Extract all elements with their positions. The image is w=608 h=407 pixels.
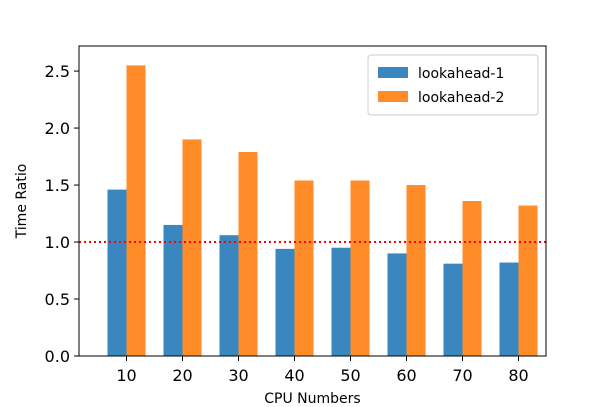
bar-lookahead-2-30 [238,151,258,356]
bar-lookahead-1-30 [219,235,239,356]
bars-group [107,65,538,356]
x-tick-label: 60 [396,366,416,385]
x-tick-label: 40 [284,366,304,385]
plot-frame [78,45,547,357]
x-tick-label: 10 [116,366,136,385]
bar-lookahead-1-20 [163,224,183,356]
bar-lookahead-1-60 [387,253,407,356]
bar-lookahead-2-50 [350,180,370,356]
y-tick-label: 2.0 [45,119,70,138]
y-tick-label: 0.0 [45,347,70,366]
legend-label-lookahead-1: lookahead-1 [418,66,504,82]
bar-lookahead-1-10 [107,189,127,356]
y-tick-label: 2.5 [45,62,70,81]
bar-lookahead-2-40 [294,180,314,356]
x-axis: 10 20 30 40 50 60 70 80 [116,356,529,385]
legend-swatch-lookahead-2 [378,91,408,102]
bar-lookahead-2-60 [406,185,426,356]
bar-lookahead-2-80 [518,205,538,356]
x-tick-label: 80 [508,366,528,385]
y-tick-label: 1.0 [45,233,70,252]
x-tick-label: 30 [228,366,248,385]
legend-box [367,54,539,116]
bar-lookahead-2-70 [462,201,482,356]
bar-lookahead-1-70 [443,263,463,356]
x-tick-label: 70 [452,366,472,385]
bar-lookahead-1-50 [331,247,351,356]
x-tick-label: 20 [172,366,192,385]
y-tick-label: 1.5 [45,176,70,195]
y-axis-label: Time Ratio [14,164,30,240]
bar-lookahead-1-80 [499,262,519,356]
y-axis: 0.0 0.5 1.0 1.5 2.0 2.5 [45,62,79,366]
y-tick-label: 0.5 [45,290,70,309]
bar-lookahead-2-20 [182,139,202,356]
legend: lookahead-1 lookahead-2 [367,54,539,116]
legend-swatch-lookahead-1 [378,67,408,78]
bar-lookahead-2-10 [126,65,146,356]
x-tick-label: 50 [340,366,360,385]
legend-label-lookahead-2: lookahead-2 [418,90,504,106]
x-axis-label: CPU Numbers [264,391,360,407]
bar-lookahead-1-40 [275,248,295,356]
